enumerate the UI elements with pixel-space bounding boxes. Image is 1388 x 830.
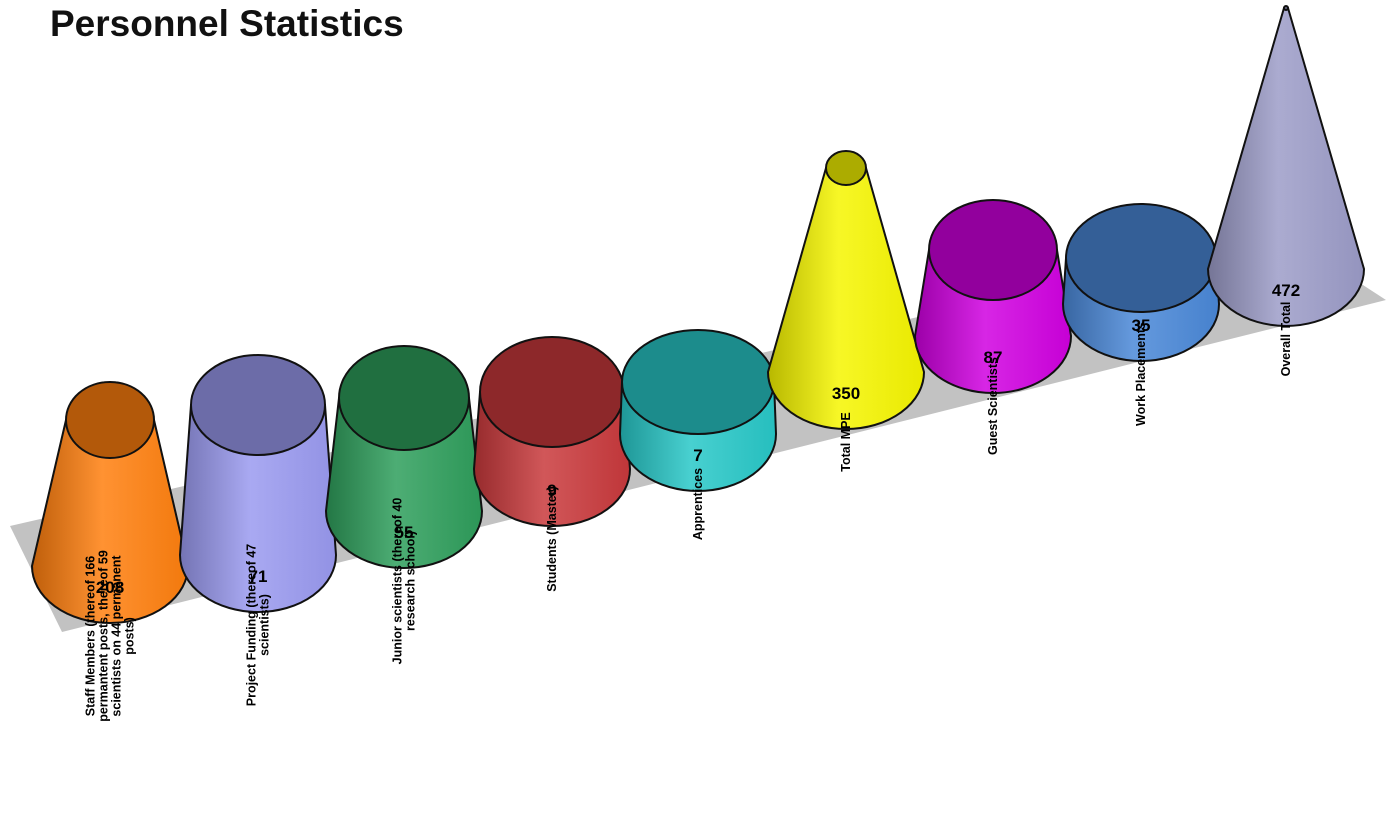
- value-label-overall-total: 472: [1272, 281, 1300, 300]
- category-label-project-funding: Project Funding (thereof 47scientists): [245, 544, 272, 707]
- cone-top: [338, 345, 470, 451]
- cone-top: [928, 199, 1058, 301]
- category-label-junior-scientists: Junior scientists (thereof 40research sc…: [391, 498, 418, 665]
- category-label-students: Students (Master): [545, 486, 559, 592]
- category-label-overall-total: Overall Total: [1279, 302, 1293, 377]
- value-label-students: 9: [547, 481, 556, 500]
- cone-top: [621, 329, 775, 435]
- cone-overall-total: [1206, 5, 1366, 327]
- value-label-guest-scientists: 87: [984, 348, 1003, 367]
- cone-top: [479, 336, 625, 448]
- value-label-project-funding: 71: [249, 567, 268, 586]
- cone-apprentices: [618, 329, 778, 492]
- cone-junior-scientists: [324, 345, 484, 569]
- cone-work-placements: [1061, 203, 1221, 362]
- cone-top: [825, 150, 867, 186]
- value-label-total-mpe: 350: [832, 384, 860, 403]
- category-label-work-placements: Work Placements: [1134, 322, 1148, 426]
- category-label-guest-scientists: Guest Scientists: [986, 357, 1000, 455]
- value-label-junior-scientists: 55: [395, 523, 414, 542]
- cone-body: [178, 404, 338, 613]
- category-label-apprentices: Apprentices: [691, 468, 705, 540]
- cone-body: [1206, 7, 1366, 327]
- cone-guest-scientists: [913, 199, 1073, 394]
- chart-title: Personnel Statistics: [50, 3, 404, 44]
- cone-students: [472, 336, 632, 527]
- cone-top: [1283, 5, 1289, 11]
- cone-top: [1065, 203, 1217, 313]
- cone-body: [766, 167, 926, 430]
- value-label-apprentices: 7: [693, 446, 702, 465]
- value-label-work-placements: 35: [1132, 316, 1151, 335]
- cone-top: [65, 381, 155, 459]
- category-label-staff-members: Staff Members (thereof 166permantent pos…: [84, 550, 137, 722]
- cone-project-funding: [178, 354, 338, 613]
- value-label-staff-members: 208: [96, 578, 124, 597]
- cone-top: [190, 354, 326, 456]
- cone-staff-members: [30, 381, 190, 624]
- cone-total-mpe: [766, 150, 926, 430]
- category-label-total-mpe: Total MPE: [839, 412, 853, 472]
